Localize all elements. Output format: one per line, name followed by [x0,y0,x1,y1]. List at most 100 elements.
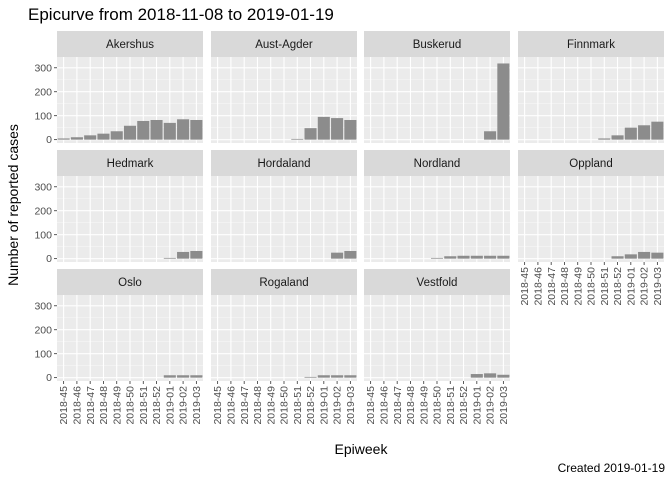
facet-strip-label: Vestfold [417,277,458,289]
bar [123,125,137,140]
x-tick-label: 2018-48 [252,386,264,425]
bar [484,373,497,378]
facet-strip [57,150,203,176]
x-axis-label: Epiweek [335,441,389,457]
bar [611,256,624,259]
bar [190,375,203,378]
facet-panel: Akershus 0 100 200 300 [34,31,203,146]
x-tick-label: 2018-48 [405,386,417,425]
facet-strip [518,31,664,57]
bar [624,254,637,259]
y-tick-label: 300 [34,181,52,193]
bar [163,257,176,259]
bar [344,120,357,140]
facet-strip [364,150,510,176]
bar [317,116,330,140]
bar [163,375,176,378]
bar [344,375,357,378]
x-tick-label: 2019-02 [485,386,497,425]
x-tick-label: 2018-45 [58,386,70,425]
bar [497,374,510,378]
bar [304,128,317,140]
facet-strip-label: Hordaland [257,158,310,170]
facet-strip-label: Aust-Agder [255,39,313,51]
y-tick-label: 0 [46,372,52,384]
x-tick-label: 2018-45 [519,267,531,306]
facet-strip [57,31,203,57]
bar [651,252,664,259]
x-tick-label: 2018-47 [85,386,97,425]
bar [177,375,190,378]
facet-panels: Akershus 0 100 200 300 Aust-Agder Buskerud Finn… [34,31,664,425]
facet-panel: Nordland [364,150,510,262]
y-axis-label: Number of reported cases [5,124,21,286]
x-tick-label: 2018-46 [226,386,238,425]
facet-strip-label: Oppland [569,158,612,170]
x-tick-label: 2019-02 [178,386,190,425]
bar [304,376,317,378]
bar [190,120,203,140]
bar [484,255,497,259]
x-tick-label: 2018-52 [458,386,470,425]
x-tick-label: 2019-01 [471,386,483,425]
bar [624,127,637,140]
x-tick-label: 2018-50 [586,267,598,306]
x-tick-label: 2019-03 [191,386,203,425]
x-tick-label: 2018-52 [151,386,163,425]
y-tick-label: 300 [34,300,52,312]
bar [177,251,190,259]
bar [317,375,330,378]
bar [444,256,457,259]
x-tick-label: 2018-45 [365,386,377,425]
x-tick-label: 2018-47 [546,267,558,306]
bar [84,135,97,140]
x-tick-label: 2018-46 [533,267,545,306]
x-tick-label: 2018-45 [212,386,224,425]
x-tick-label: 2019-01 [318,386,330,425]
facet-strip-label: Finnmark [567,39,615,51]
x-tick-label: 2019-03 [498,386,510,425]
x-tick-label: 2019-01 [164,386,176,425]
y-tick-label: 200 [34,205,52,217]
bar [190,250,203,259]
facet-strip-label: Buskerud [413,39,462,51]
y-tick-label: 0 [46,253,52,265]
bar [470,255,483,259]
bar [70,137,83,140]
bar [57,138,70,140]
x-tick-label: 2018-49 [572,267,584,306]
y-tick-label: 0 [46,134,52,146]
facet-strip-label: Rogaland [259,277,308,289]
bar [97,133,110,140]
facet-strip [518,150,664,176]
bar [163,122,176,140]
x-tick-label: 2019-03 [652,267,664,306]
bar [291,138,304,140]
chart-caption: Created 2019-01-19 [558,461,666,475]
facet-panel: Buskerud [364,31,510,143]
x-tick-label: 2018-50 [279,386,291,425]
facet-strip-label: Oslo [118,277,142,289]
facet-strip-label: Nordland [414,158,461,170]
x-tick-label: 2018-52 [612,267,624,306]
bar [331,118,344,140]
x-tick-label: 2018-48 [559,267,571,306]
facet-strip [211,31,357,57]
x-tick-label: 2019-02 [332,386,344,425]
x-tick-label: 2018-51 [292,386,304,425]
bar [598,138,611,140]
bar [611,135,624,140]
bar [651,121,664,140]
bar [457,255,470,259]
facet-panel: Finnmark [518,31,664,143]
bar [638,125,651,140]
y-tick-label: 100 [34,110,52,122]
chart-title: Epicurve from 2018-11-08 to 2019-01-19 [28,5,334,24]
x-tick-label: 2019-03 [345,386,357,425]
bar [331,375,344,378]
y-tick-label: 100 [34,348,52,360]
bar [470,374,483,378]
